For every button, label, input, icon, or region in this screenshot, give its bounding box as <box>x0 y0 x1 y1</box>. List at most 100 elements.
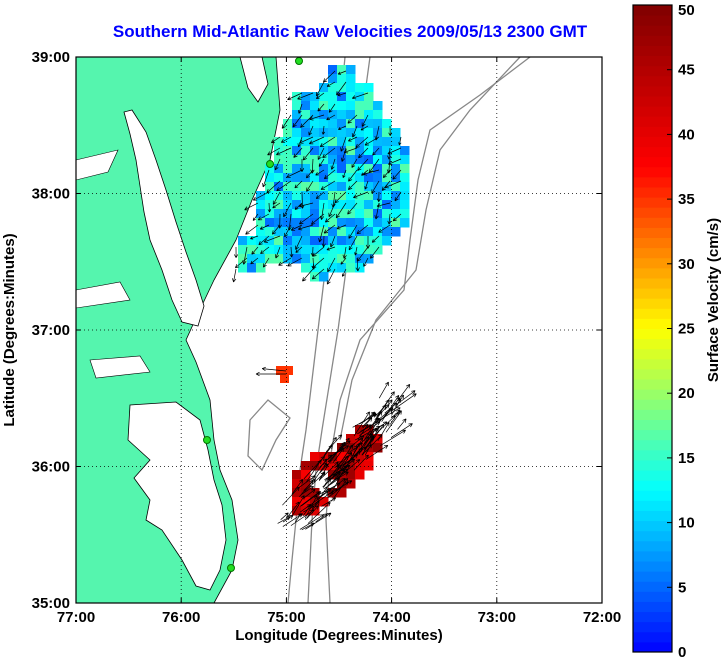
velocity-cell <box>319 146 329 156</box>
velocity-cell <box>283 164 293 174</box>
y-axis-label: Latitude (Degrees:Minutes) <box>1 233 18 426</box>
velocity-cell <box>328 182 338 192</box>
velocity-cell <box>238 263 248 273</box>
velocity-vector <box>378 224 391 233</box>
velocity-vector <box>275 246 281 259</box>
velocity-vector <box>311 458 328 480</box>
velocity-cell <box>328 146 338 156</box>
velocity-vector <box>326 114 336 121</box>
velocity-vector <box>347 202 358 215</box>
velocity-vector <box>291 479 304 495</box>
velocity-vector <box>282 513 303 527</box>
velocity-vector <box>338 437 350 453</box>
y-tick-label: 39:00 <box>32 49 70 66</box>
velocity-cell <box>328 245 338 255</box>
velocity-cell <box>337 137 347 147</box>
velocity-cell <box>274 236 284 246</box>
velocity-vector <box>373 423 385 440</box>
velocity-vectors <box>232 70 417 531</box>
velocity-cell <box>283 191 293 201</box>
velocity-cell <box>274 164 284 174</box>
velocity-vector <box>331 477 348 502</box>
radar-station-marker <box>266 160 274 168</box>
velocity-vector <box>286 501 300 518</box>
velocity-cell <box>301 218 311 228</box>
velocity-cell <box>382 227 392 237</box>
velocity-vector <box>357 419 382 435</box>
velocity-cell <box>292 479 302 489</box>
velocity-vector <box>318 459 332 481</box>
velocity-cell <box>346 227 356 237</box>
velocity-cell <box>283 137 293 147</box>
velocity-vector <box>297 92 314 100</box>
velocity-cell <box>301 164 311 174</box>
pamlico-sound <box>127 401 227 591</box>
velocity-cell <box>337 92 347 102</box>
velocity-cell <box>346 92 356 102</box>
velocity-vector <box>340 257 347 265</box>
velocity-cell <box>346 110 356 120</box>
velocity-cell <box>355 146 365 156</box>
velocity-cell <box>274 227 284 237</box>
velocity-cell <box>310 461 320 471</box>
velocity-vector <box>321 235 326 248</box>
velocity-vector <box>312 257 325 269</box>
radar-station-marker <box>227 564 235 572</box>
velocity-cell <box>256 209 266 219</box>
velocity-vector <box>274 158 281 171</box>
velocity-cell <box>319 191 329 201</box>
velocity-cell <box>301 488 311 498</box>
velocity-cell <box>364 101 374 111</box>
velocity-cell <box>292 488 302 498</box>
velocity-vector <box>351 158 358 168</box>
velocity-vector <box>337 70 347 75</box>
velocity-cell <box>310 488 320 498</box>
velocity-cell <box>382 218 392 228</box>
velocity-cell <box>373 443 383 453</box>
velocity-cell <box>337 209 347 219</box>
velocity-cell <box>328 218 338 228</box>
velocity-cell <box>301 227 311 237</box>
velocity-cell <box>346 119 356 129</box>
velocity-cell <box>391 146 401 156</box>
velocity-cell <box>373 227 383 237</box>
velocity-vector <box>328 103 336 113</box>
velocity-cell <box>364 218 374 228</box>
velocity-vector <box>252 213 259 221</box>
velocity-cell <box>373 119 383 129</box>
velocity-vector <box>370 246 380 259</box>
velocity-vector <box>316 488 332 500</box>
velocity-vector <box>302 504 312 517</box>
velocity-cell <box>382 200 392 210</box>
velocity-cell <box>373 110 383 120</box>
velocity-cell <box>292 92 302 102</box>
velocity-cell <box>400 164 410 174</box>
chart-title: Southern Mid-Atlantic Raw Velocities 200… <box>112 22 588 41</box>
velocity-cell <box>400 146 410 156</box>
velocity-cell <box>265 218 275 228</box>
velocity-cell <box>364 254 374 264</box>
velocity-cell <box>274 137 284 147</box>
velocity-vector <box>391 423 413 438</box>
velocity-cell <box>355 245 365 255</box>
velocity-cell <box>364 245 374 255</box>
velocity-cell <box>364 164 374 174</box>
velocity-vector <box>259 224 270 230</box>
velocity-cell <box>355 443 365 453</box>
velocity-cell <box>310 227 320 237</box>
velocity-cell <box>265 236 275 246</box>
velocity-cell <box>346 452 356 462</box>
velocity-vector <box>355 257 360 272</box>
velocity-vector <box>337 92 347 97</box>
velocity-cell <box>328 137 338 147</box>
velocity-vector <box>257 213 270 221</box>
velocity-vector <box>364 180 369 190</box>
velocity-vector <box>348 169 358 182</box>
velocity-cell <box>328 209 338 219</box>
velocity-cell <box>301 254 311 264</box>
velocity-cell <box>337 200 347 210</box>
velocity-vector <box>298 103 303 114</box>
velocity-cell <box>265 182 275 192</box>
velocity-cell <box>292 110 302 120</box>
